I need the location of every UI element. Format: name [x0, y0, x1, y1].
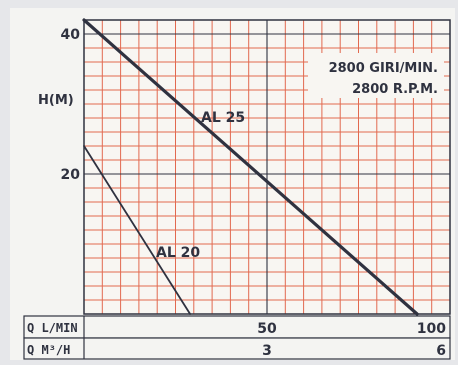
plot-frame [83, 19, 451, 315]
y-tick-label: 20 [61, 167, 81, 183]
x-axis-bar-lmin [23, 315, 451, 339]
rpm-note-line-1: 2800 GIRI/MIN. [329, 61, 438, 76]
series-label-al20: AL 20 [156, 245, 200, 261]
series-line-al20 [83, 145, 192, 315]
y-axis-label: H(M) [38, 93, 74, 108]
x-axis-bar-m3h [23, 337, 451, 360]
grid-major [84, 20, 450, 314]
x-tick-label: 6 [436, 343, 446, 359]
x-tick-label: 100 [417, 321, 446, 337]
rpm-note-box [308, 53, 444, 98]
series-lines [82, 18, 419, 316]
x-tick-label: 3 [262, 343, 272, 359]
series-label-al25: AL 25 [201, 110, 245, 126]
y-tick-label: 40 [61, 27, 81, 43]
rpm-note-line-2: 2800 R.P.M. [352, 82, 438, 97]
x-tick-label: 50 [257, 321, 277, 337]
x-ticks: 50 100 3 6 [257, 321, 446, 359]
x-axis-label-m3h: Q M³/H [27, 343, 70, 357]
x-axis-label-lmin: Q L/MIN [27, 321, 78, 335]
series-line-al25 [82, 18, 419, 316]
